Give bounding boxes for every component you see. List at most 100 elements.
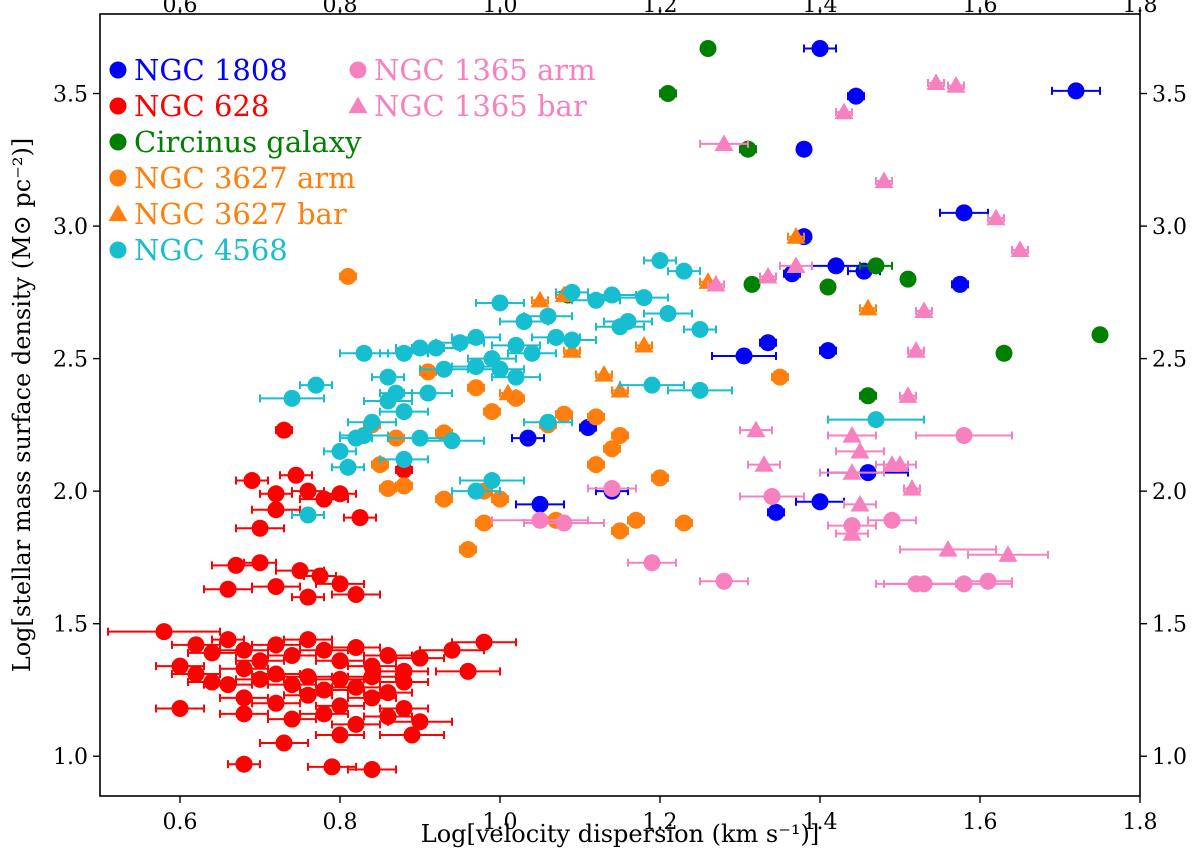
data-point bbox=[627, 511, 645, 529]
data-point bbox=[251, 519, 269, 537]
legend-label: Circinus galaxy bbox=[134, 125, 362, 159]
data-point bbox=[307, 376, 325, 394]
data-point bbox=[331, 652, 349, 670]
data-point bbox=[587, 456, 605, 474]
data-point bbox=[171, 700, 189, 718]
data-point bbox=[219, 631, 237, 649]
data-point bbox=[491, 360, 509, 378]
data-point bbox=[379, 392, 397, 410]
data-point bbox=[379, 480, 397, 498]
data-point bbox=[827, 257, 845, 275]
data-point bbox=[714, 134, 734, 152]
data-point bbox=[706, 274, 726, 292]
data-point bbox=[531, 511, 549, 529]
data-point bbox=[331, 442, 349, 460]
data-point bbox=[331, 575, 349, 593]
data-point bbox=[459, 540, 477, 558]
data-point bbox=[371, 456, 389, 474]
data-point bbox=[675, 262, 693, 280]
data-point bbox=[315, 641, 333, 659]
data-point bbox=[299, 588, 317, 606]
legend-label: NGC 3627 arm bbox=[134, 161, 356, 195]
legend-item: NGC 3627 arm bbox=[109, 161, 356, 195]
data-point bbox=[267, 578, 285, 596]
data-point bbox=[811, 493, 829, 511]
legend-item: NGC 4568 bbox=[109, 233, 288, 267]
data-point bbox=[547, 328, 565, 346]
x-tick-label-top: 0.6 bbox=[163, 0, 198, 18]
data-point bbox=[562, 341, 582, 358]
data-point bbox=[611, 522, 629, 540]
series-ngc-1365-bar bbox=[699, 73, 1049, 562]
data-point bbox=[898, 386, 918, 403]
ticks-layer: 0.6 0.6 0.8 0.8 1.0 1.0 1.2 1.2 1.4 1.4 1.6 1.6 1.8 1… bbox=[53, 0, 1187, 835]
data-point bbox=[267, 501, 285, 519]
legend-item: Circinus galaxy bbox=[109, 125, 362, 159]
legend-item: NGC 3627 bar bbox=[108, 197, 347, 231]
y-tick-label-right: 1.5 bbox=[1152, 613, 1187, 638]
legend-item: NGC 1808 bbox=[109, 53, 288, 87]
data-point bbox=[995, 344, 1013, 362]
legend-label: NGC 3627 bar bbox=[134, 197, 347, 231]
data-point bbox=[483, 403, 501, 421]
data-point bbox=[735, 347, 753, 365]
data-point bbox=[287, 466, 305, 484]
data-point bbox=[491, 490, 509, 508]
data-point bbox=[651, 469, 669, 487]
data-point bbox=[1067, 82, 1085, 100]
data-point bbox=[395, 403, 413, 421]
data-point bbox=[299, 506, 317, 524]
y-tick-label-left: 1.0 bbox=[53, 745, 88, 770]
data-point bbox=[267, 694, 285, 712]
data-point bbox=[491, 294, 509, 312]
data-point bbox=[467, 328, 485, 346]
data-point bbox=[283, 676, 301, 694]
data-point bbox=[890, 455, 910, 472]
data-point bbox=[299, 631, 317, 649]
data-point bbox=[867, 257, 885, 275]
data-point bbox=[883, 511, 901, 529]
data-point bbox=[842, 463, 862, 480]
data-point bbox=[758, 266, 778, 284]
data-point bbox=[754, 455, 774, 472]
legend-marker bbox=[109, 169, 127, 187]
data-point bbox=[347, 715, 365, 733]
data-point bbox=[379, 368, 397, 386]
data-point bbox=[347, 639, 365, 657]
data-point bbox=[315, 490, 333, 508]
data-point bbox=[363, 760, 381, 778]
data-point bbox=[219, 676, 237, 694]
data-point bbox=[819, 342, 837, 360]
data-point bbox=[1091, 326, 1109, 344]
data-point bbox=[675, 514, 693, 532]
x-tick-label-bottom: 0.8 bbox=[323, 810, 358, 835]
series-ngc-628 bbox=[107, 421, 517, 778]
data-point bbox=[659, 85, 677, 103]
data-point bbox=[659, 305, 677, 323]
data-point bbox=[251, 652, 269, 670]
data-point bbox=[563, 283, 581, 301]
data-point bbox=[315, 681, 333, 699]
data-point bbox=[651, 252, 669, 270]
data-point bbox=[715, 572, 733, 590]
data-point bbox=[251, 670, 269, 688]
data-point bbox=[539, 413, 557, 431]
data-point bbox=[819, 278, 837, 296]
data-point bbox=[235, 660, 253, 678]
legend-marker bbox=[109, 133, 127, 151]
data-point bbox=[267, 665, 285, 683]
data-point bbox=[859, 387, 877, 405]
data-point bbox=[331, 726, 349, 744]
data-point bbox=[275, 421, 293, 439]
legend-item: NGC 1365 arm bbox=[349, 53, 596, 87]
data-point bbox=[283, 647, 301, 665]
data-point bbox=[411, 339, 429, 357]
data-point bbox=[299, 668, 317, 686]
data-point bbox=[771, 368, 789, 386]
data-point bbox=[858, 298, 878, 316]
data-point bbox=[419, 384, 437, 402]
data-point bbox=[850, 494, 870, 512]
data-point bbox=[275, 734, 293, 752]
